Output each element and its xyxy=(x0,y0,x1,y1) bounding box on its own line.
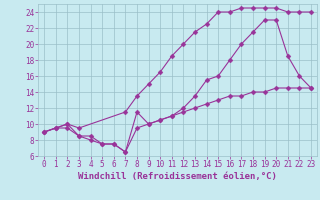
X-axis label: Windchill (Refroidissement éolien,°C): Windchill (Refroidissement éolien,°C) xyxy=(78,172,277,181)
